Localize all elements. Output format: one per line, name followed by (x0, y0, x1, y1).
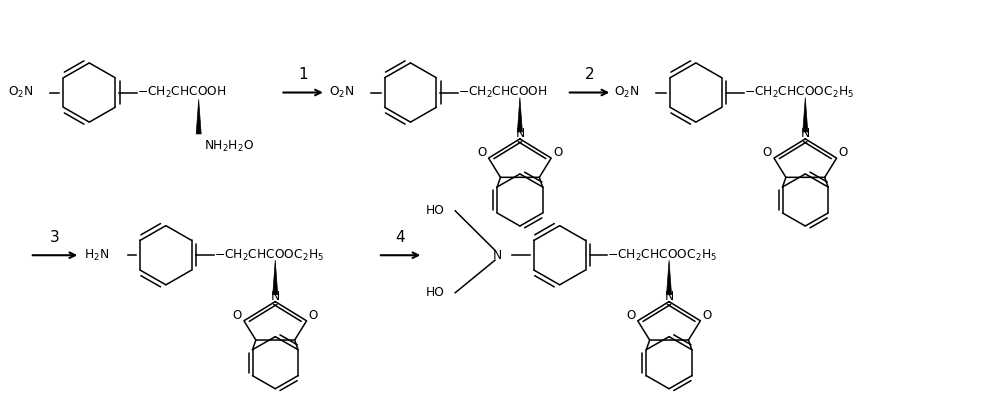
Text: $-$CH$_2$CHCOOH: $-$CH$_2$CHCOOH (458, 85, 548, 100)
Text: $-$CH$_2$CHCOOC$_2$H$_5$: $-$CH$_2$CHCOOC$_2$H$_5$ (744, 85, 854, 100)
Text: 2: 2 (585, 67, 594, 82)
Text: $-$CH$_2$CHCOOH: $-$CH$_2$CHCOOH (137, 85, 227, 100)
Polygon shape (803, 97, 808, 132)
Text: HO: HO (425, 286, 444, 299)
Text: N: N (492, 249, 502, 262)
Text: H$_2$N: H$_2$N (84, 248, 109, 263)
Text: O$_2$N: O$_2$N (614, 85, 640, 100)
Text: O: O (477, 146, 487, 159)
Text: HO: HO (425, 205, 444, 217)
Text: O: O (627, 309, 636, 322)
Text: 4: 4 (396, 230, 405, 245)
Text: O: O (309, 309, 318, 322)
Text: N: N (515, 128, 525, 140)
Text: O: O (553, 146, 562, 159)
Polygon shape (667, 260, 672, 295)
Text: 3: 3 (50, 230, 60, 245)
Text: N: N (801, 128, 810, 140)
Polygon shape (517, 97, 522, 132)
Text: O$_2$N: O$_2$N (8, 85, 33, 100)
Polygon shape (196, 99, 201, 134)
Text: N: N (664, 290, 674, 303)
Text: 1: 1 (298, 67, 308, 82)
Text: $-$CH$_2$CHCOOC$_2$H$_5$: $-$CH$_2$CHCOOC$_2$H$_5$ (214, 248, 324, 263)
Text: N: N (271, 290, 280, 303)
Text: O: O (233, 309, 242, 322)
Text: O$_2$N: O$_2$N (329, 85, 355, 100)
Text: O: O (702, 309, 712, 322)
Text: O: O (839, 146, 848, 159)
Text: $-$CH$_2$CHCOOC$_2$H$_5$: $-$CH$_2$CHCOOC$_2$H$_5$ (607, 248, 717, 263)
Polygon shape (273, 260, 278, 295)
Text: O: O (763, 146, 772, 159)
Text: NH$_2$H$_2$O: NH$_2$H$_2$O (204, 139, 254, 154)
